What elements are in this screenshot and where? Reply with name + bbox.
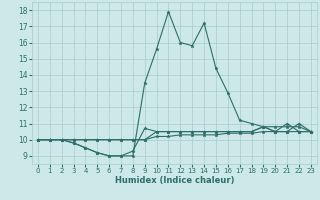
X-axis label: Humidex (Indice chaleur): Humidex (Indice chaleur) <box>115 176 234 185</box>
